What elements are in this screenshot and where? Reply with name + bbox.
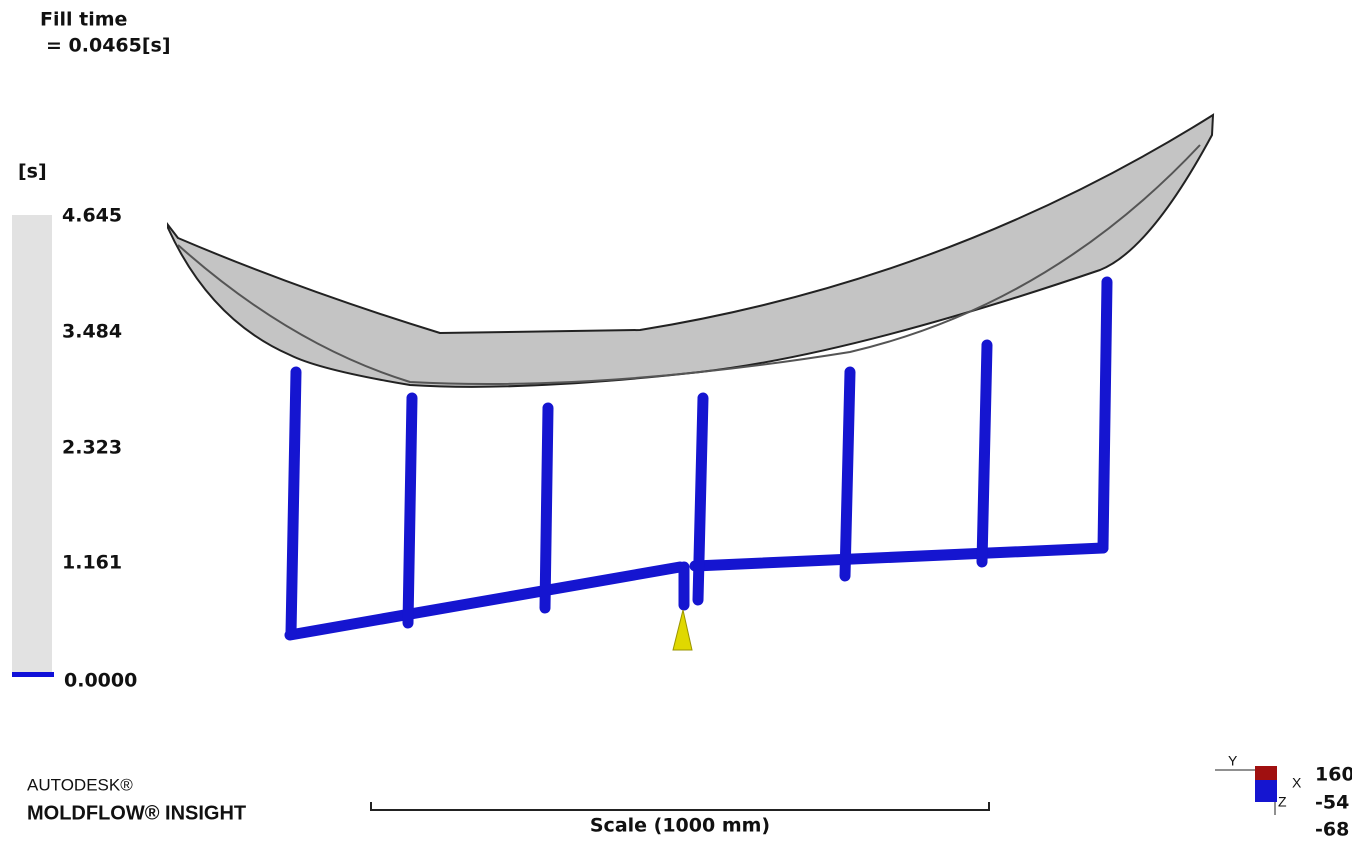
result-title: Fill time	[40, 9, 127, 31]
legend-label: 3.484	[62, 321, 122, 343]
legend-label: 4.645	[62, 205, 122, 227]
triad-cube	[1255, 780, 1277, 802]
result-value: = 0.0465[s]	[46, 35, 171, 57]
scale-label: Scale (1000 mm)	[590, 815, 770, 837]
part	[168, 115, 1213, 387]
triad-label: Y	[1228, 753, 1238, 769]
legend-bar	[12, 215, 52, 672]
viewport: Fill time = 0.0465[s] [s] 4.645 3.484 2.…	[0, 0, 1352, 842]
brand-company: AUTODESK®	[27, 775, 133, 794]
legend-label: 1.161	[62, 552, 122, 574]
injection-cone	[673, 610, 692, 650]
legend-label: 0.0000	[64, 670, 137, 692]
triad-coord: 160	[1315, 764, 1352, 786]
triad-cube	[1255, 766, 1277, 780]
scale-bar	[371, 802, 989, 810]
triad-label: X	[1292, 775, 1302, 791]
brand-product: MOLDFLOW® INSIGHT	[27, 802, 246, 824]
legend-unit: [s]	[18, 161, 47, 183]
legend-swatch	[12, 672, 54, 677]
triad-label: Z	[1278, 794, 1287, 810]
scene: Fill time = 0.0465[s] [s] 4.645 3.484 2.…	[0, 0, 1352, 842]
triad-coord: -68	[1315, 819, 1349, 841]
triad-coord: -54	[1315, 792, 1349, 814]
legend-label: 2.323	[62, 437, 122, 459]
